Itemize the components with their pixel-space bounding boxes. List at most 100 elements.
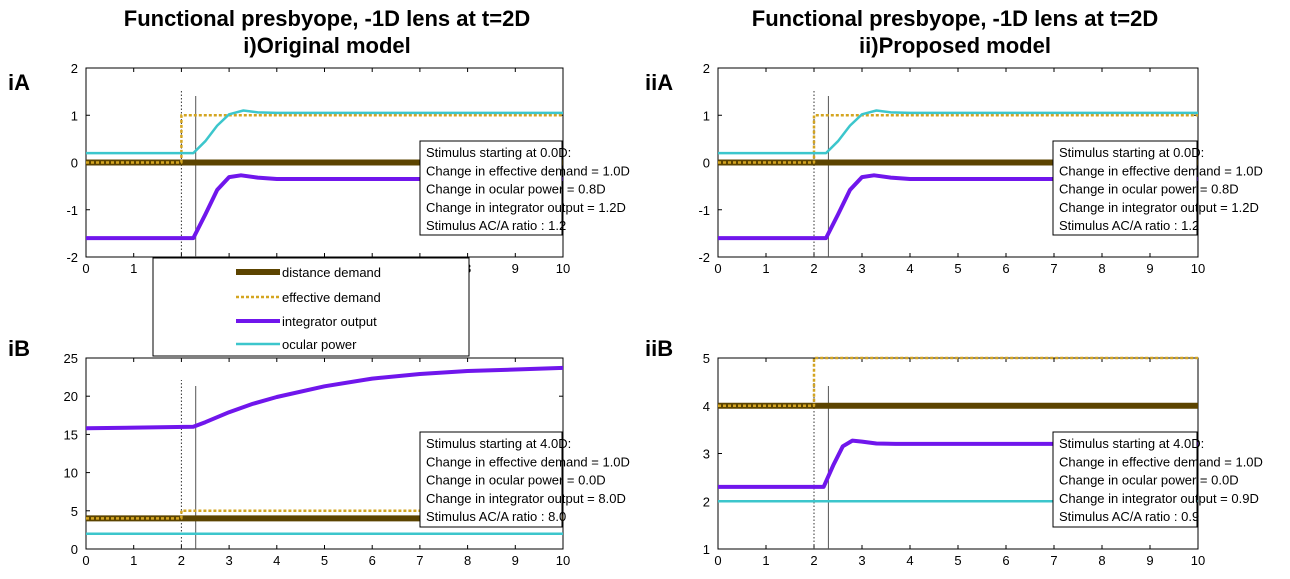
x-tick-label: 7 bbox=[416, 553, 423, 568]
stimulus-info-box bbox=[1052, 431, 1198, 528]
x-tick-label: 6 bbox=[369, 553, 376, 568]
y-tick-label: -2 bbox=[698, 250, 710, 265]
series-line-ocular-power bbox=[86, 109, 563, 155]
legend-label-distance-demand: distance demand bbox=[282, 265, 381, 280]
stimulus-info-line: Change in effective demand = 1.0D bbox=[426, 454, 630, 469]
x-tick-label: 3 bbox=[225, 553, 232, 568]
x-tick-label: 7 bbox=[1050, 553, 1057, 568]
y-tick-label: 2 bbox=[703, 61, 710, 76]
stimulus-info-box bbox=[419, 431, 563, 528]
x-tick-label: 10 bbox=[556, 261, 570, 276]
stimulus-info-line: Change in integrator output = 1.2D bbox=[426, 200, 626, 215]
stimulus-info-line: Stimulus starting at 0.0D: bbox=[426, 145, 571, 160]
x-tick-label: 1 bbox=[130, 553, 137, 568]
x-tick-label: 4 bbox=[273, 553, 280, 568]
stimulus-info-line: Stimulus AC/A ratio : 8.0 bbox=[426, 509, 566, 524]
stimulus-info-line: Stimulus starting at 4.0D: bbox=[1059, 436, 1204, 451]
x-tick-label: 9 bbox=[1146, 553, 1153, 568]
x-tick-label: 7 bbox=[1050, 261, 1057, 276]
x-tick-label: 10 bbox=[1191, 261, 1205, 276]
chart-panel-iB: 0 1 2 3 4 5 6 7 8 9 10 0 5 10 15 20 25 Stimulus starting … bbox=[64, 351, 630, 568]
x-tick-label: 8 bbox=[1098, 553, 1105, 568]
panel-label-iiB: iiB bbox=[645, 336, 673, 361]
x-tick-label: 0 bbox=[82, 261, 89, 276]
legend-box bbox=[152, 257, 470, 357]
panel-label-iB: iB bbox=[8, 336, 30, 361]
series-line-integrator-output bbox=[85, 365, 564, 431]
stimulus-info-line: Change in effective demand = 1.0D bbox=[426, 163, 630, 178]
stimulus-info-line: Stimulus AC/A ratio : 0.9 bbox=[1059, 509, 1199, 524]
y-tick-label: 1 bbox=[71, 108, 78, 123]
x-tick-label: 8 bbox=[464, 553, 471, 568]
x-tick-label: 4 bbox=[906, 553, 913, 568]
legend-label-integrator-output: integrator output bbox=[282, 314, 377, 329]
y-tick-label: 0 bbox=[703, 156, 710, 171]
x-tick-label: 10 bbox=[556, 553, 570, 568]
x-tick-label: 1 bbox=[762, 553, 769, 568]
series-line-integrator-output bbox=[718, 173, 1198, 241]
y-tick-label: 4 bbox=[703, 399, 710, 414]
y-tick-label: 0 bbox=[71, 542, 78, 557]
legend-label-effective-demand: effective demand bbox=[282, 290, 381, 305]
y-tick-label: 2 bbox=[71, 61, 78, 76]
y-tick-label: -2 bbox=[66, 250, 78, 265]
stimulus-info-line: Stimulus starting at 4.0D: bbox=[426, 436, 571, 451]
x-tick-label: 2 bbox=[810, 553, 817, 568]
series-line-effective-demand bbox=[718, 356, 1198, 408]
y-tick-label: -1 bbox=[66, 203, 78, 218]
x-tick-label: 1 bbox=[762, 261, 769, 276]
chart-panel-iiA: 0 1 2 3 4 5 6 7 8 9 10 -2 -1 0 1 2 Stimulus starting at … bbox=[698, 61, 1263, 276]
y-tick-label: 15 bbox=[64, 427, 78, 442]
series-line-integrator-output bbox=[718, 438, 1198, 489]
x-tick-label: 9 bbox=[512, 553, 519, 568]
series-line-ocular-power bbox=[718, 109, 1198, 155]
stimulus-info-line: Change in ocular power = 0.0D bbox=[1059, 473, 1239, 488]
x-tick-label: 2 bbox=[178, 553, 185, 568]
legend-label-ocular-power: ocular power bbox=[282, 337, 357, 352]
x-tick-label: 0 bbox=[714, 261, 721, 276]
series-line-integrator-output bbox=[86, 173, 563, 241]
stimulus-info-line: Change in ocular power = 0.0D bbox=[426, 473, 606, 488]
stimulus-info-line: Change in ocular power = 0.8D bbox=[426, 182, 606, 197]
stimulus-info-line: Stimulus starting at 0.0D: bbox=[1059, 145, 1204, 160]
stimulus-info-box bbox=[419, 140, 563, 236]
x-tick-label: 1 bbox=[130, 261, 137, 276]
x-tick-label: 5 bbox=[954, 261, 961, 276]
y-tick-label: 3 bbox=[703, 447, 710, 462]
panel-label-iA: iA bbox=[8, 70, 30, 95]
x-tick-label: 0 bbox=[714, 553, 721, 568]
panel-label-iiA: iiA bbox=[645, 70, 673, 95]
stimulus-info-line: Change in effective demand = 1.0D bbox=[1059, 454, 1263, 469]
y-tick-label: 5 bbox=[71, 504, 78, 519]
x-tick-label: 6 bbox=[1002, 261, 1009, 276]
series-line-effective-demand bbox=[86, 114, 563, 164]
legend: distance demand effective demand integra… bbox=[152, 257, 470, 357]
right-column-subtitle: ii)Proposed model bbox=[859, 33, 1051, 58]
series-line-effective-demand bbox=[718, 114, 1198, 164]
x-tick-label: 5 bbox=[321, 553, 328, 568]
y-tick-label: 20 bbox=[64, 389, 78, 404]
x-tick-label: 10 bbox=[1191, 553, 1205, 568]
stimulus-info-line: Change in effective demand = 1.0D bbox=[1059, 163, 1263, 178]
x-tick-label: 6 bbox=[1002, 553, 1009, 568]
x-tick-label: 0 bbox=[82, 553, 89, 568]
stimulus-info-line: Change in integrator output = 8.0D bbox=[426, 491, 626, 506]
left-column-title: Functional presbyope, -1D lens at t=2D bbox=[124, 6, 530, 31]
y-tick-label: 0 bbox=[71, 156, 78, 171]
y-tick-label: 10 bbox=[64, 466, 78, 481]
y-tick-label: 2 bbox=[703, 494, 710, 509]
stimulus-info-line: Change in integrator output = 0.9D bbox=[1059, 491, 1259, 506]
series-line-effective-demand bbox=[86, 509, 563, 520]
x-tick-label: 4 bbox=[906, 261, 913, 276]
x-tick-label: 9 bbox=[1146, 261, 1153, 276]
x-tick-label: 3 bbox=[858, 261, 865, 276]
x-tick-label: 3 bbox=[858, 553, 865, 568]
stimulus-info-line: Change in ocular power = 0.8D bbox=[1059, 182, 1239, 197]
right-column-title: Functional presbyope, -1D lens at t=2D bbox=[752, 6, 1158, 31]
y-tick-label: 5 bbox=[703, 351, 710, 366]
x-tick-label: 9 bbox=[512, 261, 519, 276]
y-tick-label: 1 bbox=[703, 108, 710, 123]
stimulus-info-line: Change in integrator output = 1.2D bbox=[1059, 200, 1259, 215]
